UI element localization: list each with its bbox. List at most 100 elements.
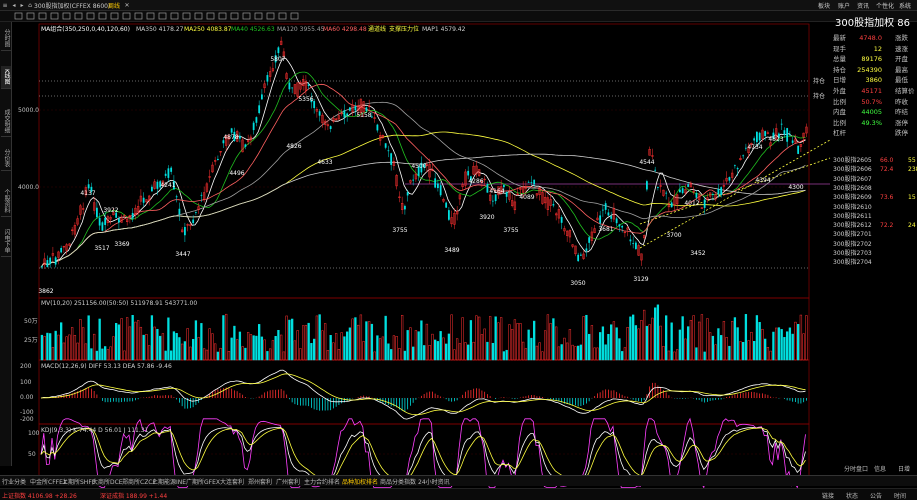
volume-bar	[387, 343, 390, 361]
volume-bar	[588, 333, 591, 361]
macd-axis-label: 200	[20, 363, 32, 370]
channel-legend: 通道线	[368, 25, 386, 33]
futures-row[interactable]: 300股指2608	[832, 184, 917, 193]
futures-row[interactable]: 300股指2702	[832, 240, 917, 249]
menu-system[interactable]: 系统	[899, 3, 912, 10]
sidebar-tab-pricetable[interactable]: 分价表	[1, 146, 11, 171]
volume-bar	[87, 315, 90, 361]
volume-bar	[373, 351, 376, 361]
volume-bar	[766, 347, 770, 361]
bottom-tab[interactable]: 上期所SHFE	[62, 479, 96, 486]
candle-body	[51, 253, 55, 256]
candle-body	[296, 82, 299, 97]
candle-body	[635, 242, 637, 250]
futures-row[interactable]: 300股指2701	[832, 230, 917, 239]
futures-row[interactable]: 300股指2605 66.0 55	[832, 156, 917, 165]
futures-row[interactable]: 300股指2606 72.4 238	[832, 165, 917, 174]
quote-label-2: 涨停	[895, 118, 908, 127]
status-state-icon[interactable]: 状态	[846, 493, 859, 500]
menu-news[interactable]: 资讯	[857, 3, 870, 10]
volume-bar	[40, 334, 44, 361]
futures-row[interactable]: 300股指2610	[832, 203, 917, 212]
volume-bar	[249, 334, 253, 361]
sidebar-tab-timeshare[interactable]: 分时图	[1, 26, 11, 51]
volume-bar	[618, 338, 621, 361]
futures-row[interactable]: 300股指2703	[832, 249, 917, 258]
status-link-icon[interactable]: 链接	[822, 493, 835, 500]
candle-body	[115, 212, 118, 218]
period-selector[interactable]: 周线	[108, 3, 121, 10]
sidebar-tab-kline[interactable]: K线图	[1, 66, 11, 89]
close-icon[interactable]: ✕	[124, 2, 130, 9]
menu-account[interactable]: 账户	[838, 3, 851, 10]
volume-bar	[794, 321, 797, 361]
bottom-tab[interactable]: 广期所GFEX	[186, 479, 221, 486]
futures-row[interactable]: 300股指2607	[832, 175, 917, 184]
menu-personal[interactable]: 个性化	[876, 3, 895, 10]
bottom-tab[interactable]: 大商所DCE	[92, 479, 123, 486]
volume-bar	[464, 342, 467, 361]
menu-icon[interactable]: ≡	[2, 2, 8, 9]
bottom-tab[interactable]: 郑州套利	[248, 479, 273, 486]
candle-body	[503, 185, 505, 188]
tab-timeshare-book[interactable]: 分时盘口	[844, 466, 869, 473]
candle-body	[73, 225, 77, 235]
volume-bar	[148, 345, 151, 361]
bottom-tab[interactable]: 24小时资讯	[418, 479, 450, 486]
bottom-tab[interactable]: 商品分类指数	[380, 479, 417, 486]
bottom-tab[interactable]: 中金所CFFEX	[30, 479, 67, 486]
quote-value: 45171	[861, 87, 882, 95]
volume-bar	[777, 327, 781, 361]
sidebar-tab-quick-order[interactable]: 闪电下单	[1, 226, 11, 257]
back-icon[interactable]: ◂	[12, 2, 16, 9]
menu-bankuai[interactable]: 板块	[818, 3, 831, 10]
candle-body	[205, 183, 209, 192]
futures-row[interactable]: 300股指2704	[832, 258, 917, 267]
status-clock-icon[interactable]: 时间	[894, 493, 907, 500]
candle-body	[794, 138, 797, 143]
volume-bar	[731, 321, 734, 361]
bottom-tab[interactable]: 品种加权排名	[342, 479, 379, 486]
candle-body	[329, 126, 332, 130]
volume-bar	[335, 333, 338, 361]
home-icon[interactable]: ⌂	[28, 2, 32, 9]
volume-bar	[178, 337, 181, 361]
futures-row[interactable]: 300股指2609 73.6 15	[832, 193, 917, 202]
sidebar-tab-profile[interactable]: 个股资料	[1, 186, 11, 217]
volume-bar	[585, 314, 588, 361]
candle-body	[643, 235, 646, 239]
moving-average-line	[40, 153, 806, 268]
status-notice-icon[interactable]: 公告	[870, 493, 883, 500]
volume-bar	[49, 333, 52, 361]
bottom-tab[interactable]: 行业分类	[2, 479, 27, 486]
volume-bar	[524, 348, 528, 361]
volume-bar	[222, 315, 225, 361]
volume-bar	[651, 317, 654, 361]
price-extreme-label: 4300	[788, 184, 803, 191]
bottom-tab[interactable]: 郑商所CZCE	[122, 479, 157, 486]
volume-bar	[315, 315, 319, 361]
toolbar-icons[interactable]	[0, 11, 320, 22]
quote-label-2: 最高	[895, 65, 908, 74]
volume-bar	[71, 327, 74, 361]
bottom-tab[interactable]: 大连套利	[220, 479, 245, 486]
tab-info[interactable]: 信息	[874, 466, 887, 473]
volume-bar	[54, 330, 57, 361]
sidebar-tab-trades[interactable]: 成交明细	[1, 106, 11, 137]
volume-bar	[247, 332, 250, 361]
bottom-tab[interactable]: 广州套利	[276, 479, 301, 486]
quote-label-2: 最低	[895, 76, 908, 85]
candle-body	[175, 196, 178, 198]
futures-row[interactable]: 300股指2611	[832, 212, 917, 221]
volume-bar	[354, 317, 357, 361]
candle-body	[302, 78, 305, 87]
bottom-tab[interactable]: 主力合约排名	[304, 479, 341, 486]
forward-icon[interactable]: ▸	[20, 2, 24, 9]
kline-chart[interactable]: 5807 5356 5158 4878 4826 4633 4496 4500 4544 4734…	[0, 22, 832, 488]
futures-row[interactable]: 300股指2612 72.2 24	[832, 221, 917, 230]
candle-body	[274, 55, 277, 63]
volume-bar	[318, 314, 321, 361]
bottom-tab[interactable]: 上期能源INE	[152, 479, 187, 486]
tab-daily-add[interactable]: 日增	[898, 466, 911, 473]
volume-bar	[175, 333, 178, 361]
